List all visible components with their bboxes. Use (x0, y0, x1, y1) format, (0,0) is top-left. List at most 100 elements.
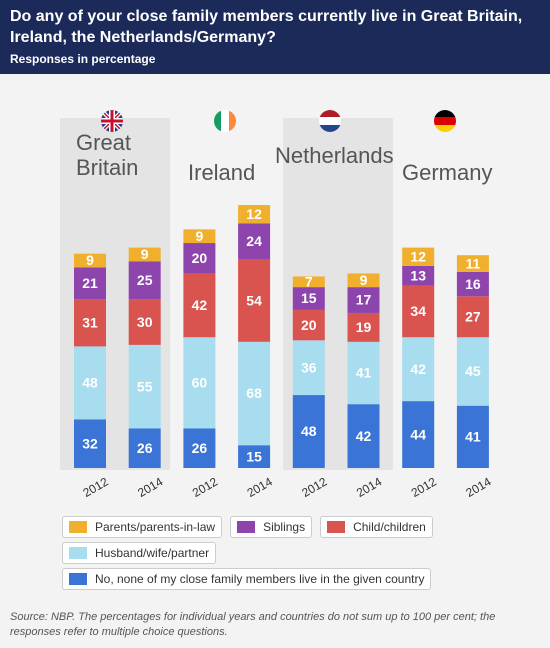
bar-segment (74, 419, 106, 468)
group-label: Netherlands (275, 143, 394, 168)
bar-segment (128, 344, 161, 429)
data-label: 55 (137, 378, 153, 394)
bar-segment (238, 205, 271, 224)
bar-segment (402, 247, 435, 266)
bar-segment (347, 273, 380, 288)
bar-segment (238, 445, 271, 468)
legend-swatch (327, 521, 346, 533)
data-label: 54 (246, 293, 262, 309)
flag-ireland (214, 110, 236, 132)
bar-segment (292, 287, 325, 310)
data-label: 48 (82, 375, 98, 391)
data-label: 9 (141, 246, 149, 262)
bar-segment (402, 337, 435, 402)
legend: Parents/parents-in-law Siblings Child/chil… (62, 516, 482, 590)
bar-segment (238, 223, 271, 260)
bar-segment (128, 261, 161, 300)
group-label: Great Britain (76, 130, 139, 180)
x-tick-label: 2014 (354, 474, 384, 500)
data-label: 9 (196, 228, 204, 244)
legend-label: Child/children (353, 520, 426, 534)
data-label: 48 (301, 423, 317, 439)
bar-segment (183, 273, 216, 338)
bar-segment (347, 404, 380, 468)
x-tick-label: 2012 (190, 474, 220, 500)
data-label: 42 (410, 361, 426, 377)
data-label: 25 (137, 272, 153, 288)
data-label: 15 (246, 448, 262, 464)
bar-segment (238, 259, 271, 342)
bar-segment (402, 265, 435, 286)
legend-swatch (69, 521, 87, 533)
bar-segment (456, 255, 489, 272)
data-label: 20 (301, 317, 317, 333)
data-label: 9 (360, 272, 368, 288)
data-label: 12 (246, 206, 262, 222)
bar-segment (183, 337, 216, 429)
bar-segment (74, 253, 106, 268)
data-label: 17 (356, 292, 372, 308)
bar-segment (74, 346, 106, 420)
bar-segment (456, 271, 489, 297)
data-label: 42 (356, 428, 372, 444)
bar-segment (292, 395, 325, 468)
data-label: 13 (410, 267, 426, 283)
bar-segment (74, 299, 106, 347)
data-label: 32 (82, 435, 98, 451)
x-tick-label: 2014 (135, 474, 165, 500)
bar-segment (456, 296, 489, 338)
data-label: 26 (137, 440, 153, 456)
chart-title: Do any of your close family members curr… (10, 8, 523, 46)
data-label: 7 (305, 274, 313, 290)
data-label: 45 (465, 363, 481, 379)
data-label: 19 (356, 319, 372, 335)
data-label: 26 (192, 440, 208, 456)
x-tick-label: 2014 (245, 474, 275, 500)
bar-segment (292, 309, 325, 341)
bar-segment (128, 299, 161, 345)
legend-item: Husband/wife/partner (62, 542, 217, 564)
data-label: 20 (192, 250, 208, 266)
bar-segment (128, 247, 161, 262)
data-label: 27 (465, 308, 481, 324)
data-label: 30 (137, 314, 153, 330)
x-tick-label: 2014 (463, 474, 493, 500)
legend-label: Husband/wife/partner (95, 546, 210, 560)
data-label: 21 (82, 275, 98, 291)
legend-item: Siblings (230, 516, 313, 538)
data-label: 44 (410, 426, 426, 442)
flag-netherlands (319, 110, 341, 132)
x-tick-label: 2012 (409, 474, 439, 500)
bar-segment (183, 243, 216, 274)
data-label: 60 (192, 375, 208, 391)
data-label: 9 (86, 252, 94, 268)
legend-item: Child/children (320, 516, 433, 538)
legend-item: Parents/parents-in-law (62, 516, 223, 538)
data-label: 41 (465, 429, 481, 445)
group-label: Germany (402, 160, 493, 185)
bar-segment (402, 285, 435, 338)
data-label: 68 (246, 385, 262, 401)
source-note: Source: NBP. The percentages for individ… (10, 611, 496, 638)
bar-segment (128, 428, 161, 468)
data-label: 16 (465, 276, 481, 292)
x-tick-label: 2012 (81, 474, 111, 500)
bar-segment (74, 267, 106, 300)
x-tick-label: 2012 (299, 474, 329, 500)
legend-swatch (237, 521, 256, 533)
data-label: 41 (356, 365, 372, 381)
group-label: Ireland (188, 160, 256, 185)
bar-segment (238, 341, 271, 446)
data-label: 34 (410, 303, 426, 319)
bar-segment (456, 405, 489, 468)
data-label: 11 (465, 255, 480, 271)
data-label: 24 (246, 233, 262, 249)
bar-segment (347, 312, 380, 342)
bar-segment (183, 428, 216, 468)
chart-subtitle: Responses in percentage (10, 52, 156, 66)
data-label: 12 (410, 248, 426, 264)
legend-item: No, none of my close family members live… (62, 568, 432, 590)
bar-segment (456, 337, 489, 406)
